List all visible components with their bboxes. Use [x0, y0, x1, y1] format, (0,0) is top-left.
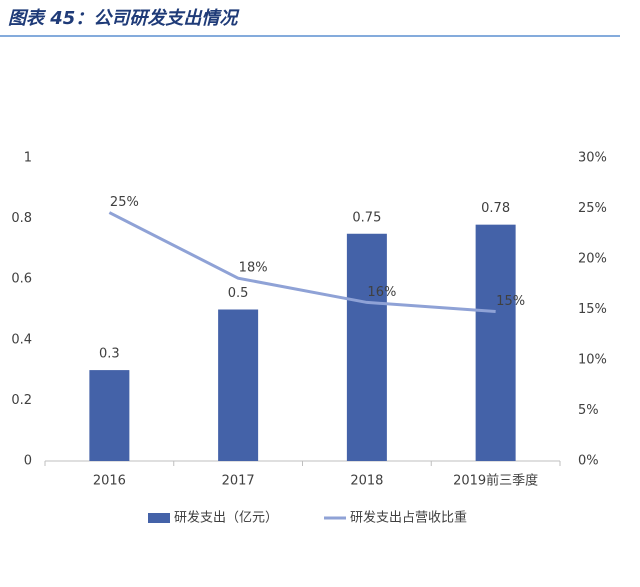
y-tick-label: 0: [24, 454, 32, 469]
y-tick-label: 1: [24, 151, 32, 166]
y2-tick-label: 10%: [578, 353, 607, 368]
line-value-label: 25%: [110, 195, 139, 210]
legend-label: 研发支出（亿元）: [174, 510, 278, 526]
y2-tick-label: 15%: [578, 302, 607, 317]
line-value-label: 16%: [367, 285, 396, 300]
line-value-label: 18%: [239, 261, 268, 276]
y-tick-label: 0.6: [11, 272, 32, 287]
bar-value-label: 0.3: [99, 347, 120, 362]
bar: [475, 224, 516, 461]
y-tick-label: 0.4: [11, 332, 32, 347]
bar: [218, 309, 259, 461]
legend-swatch: [148, 513, 170, 523]
bar-value-label: 0.5: [228, 286, 249, 301]
y-tick-label: 0.8: [11, 211, 32, 226]
y-tick-label: 0.2: [11, 393, 32, 408]
bar-value-label: 0.75: [352, 210, 381, 225]
line: [108, 211, 496, 314]
y2-tick-label: 5%: [578, 403, 599, 418]
y2-tick-label: 0%: [578, 454, 599, 469]
bar-value-label: 0.78: [481, 201, 510, 216]
bar: [346, 233, 387, 461]
line-value-label: 15%: [496, 294, 525, 309]
x-tick-label: 2018: [350, 474, 383, 489]
x-tick-label: 2019前三季度: [453, 473, 538, 489]
bar: [89, 370, 130, 461]
chart-title: 图表 45：公司研发支出情况: [8, 8, 240, 29]
x-tick-label: 2016: [93, 474, 126, 489]
y2-tick-label: 25%: [578, 201, 607, 216]
y2-tick-label: 30%: [578, 151, 607, 166]
x-tick-label: 2017: [222, 474, 255, 489]
y2-tick-label: 20%: [578, 252, 607, 267]
legend-label: 研发支出占营收比重: [350, 510, 467, 526]
